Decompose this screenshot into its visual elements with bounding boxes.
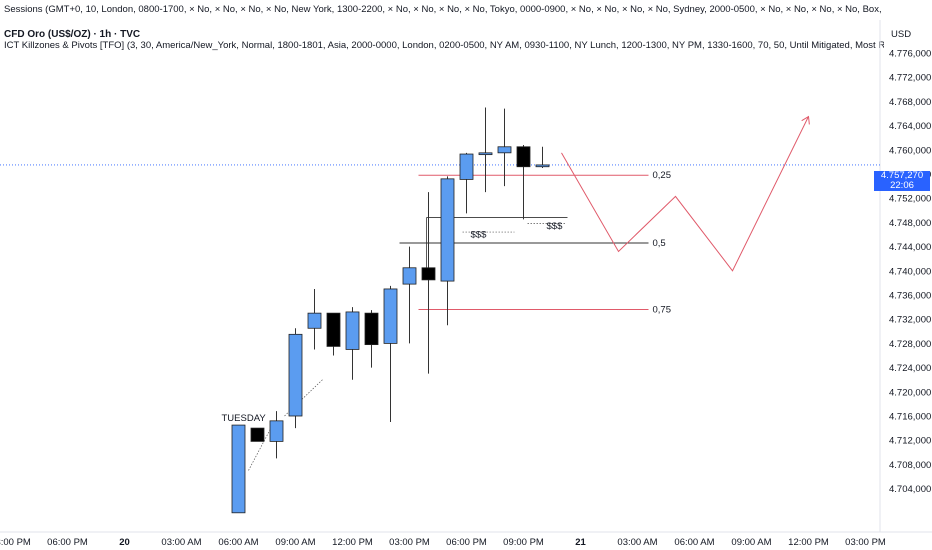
x-tick-label: 06:00 PM bbox=[47, 537, 88, 548]
ict-indicator-label[interactable]: ICT Killzones & Pivots [TFO] (3, 30, Ame… bbox=[4, 40, 884, 51]
x-tick-label: 03:00 AM bbox=[617, 537, 657, 548]
candle-body bbox=[440, 178, 455, 282]
fib-level-label: 0,5 bbox=[653, 238, 666, 249]
candle-body bbox=[307, 312, 322, 329]
candle-body bbox=[459, 153, 474, 180]
x-tick-label: 21 bbox=[575, 537, 586, 548]
y-tick-label: 4.764,000 bbox=[889, 121, 931, 132]
candle-body bbox=[269, 420, 284, 442]
x-tick-label: 09:00 AM bbox=[275, 537, 315, 548]
y-tick-label: 4.704,000 bbox=[889, 484, 931, 495]
y-tick-label: 4.776,000 bbox=[889, 49, 931, 60]
y-tick-label: 4.724,000 bbox=[889, 363, 931, 374]
x-tick-label: 06:00 AM bbox=[674, 537, 714, 548]
y-tick-label: 4.708,000 bbox=[889, 460, 931, 471]
symbol-title[interactable]: CFD Oro (US$/OZ) · 1h · TVC bbox=[4, 29, 141, 40]
currency-label[interactable]: USD bbox=[891, 29, 912, 40]
candle-body bbox=[288, 333, 303, 417]
bar-countdown: 22:06 bbox=[890, 180, 914, 191]
candle-body bbox=[250, 427, 265, 442]
liquidity-label: $$$ bbox=[471, 230, 488, 241]
fib-level-label: 0,75 bbox=[653, 305, 672, 316]
y-tick-label: 4.740,000 bbox=[889, 266, 931, 277]
y-tick-label: 4.768,000 bbox=[889, 97, 931, 108]
day-label: TUESDAY bbox=[222, 413, 267, 424]
candle-body bbox=[383, 288, 398, 344]
y-tick-label: 4.712,000 bbox=[889, 436, 931, 447]
x-tick-label: 09:00 AM bbox=[731, 537, 771, 548]
candle-body bbox=[535, 164, 550, 168]
fib-level-label: 0,25 bbox=[653, 170, 672, 181]
y-tick-label: 4.732,000 bbox=[889, 315, 931, 326]
x-tick-label: 12:00 PM bbox=[332, 537, 373, 548]
y-tick-label: 4.752,000 bbox=[889, 194, 931, 205]
candle-body bbox=[516, 146, 531, 168]
projection-path bbox=[561, 116, 809, 272]
candle-body bbox=[421, 267, 436, 281]
candle-body bbox=[402, 267, 417, 285]
candle-body bbox=[326, 312, 341, 347]
y-tick-label: 4.716,000 bbox=[889, 412, 931, 423]
candle-body bbox=[231, 424, 246, 514]
x-tick-label: 12:00 PM bbox=[788, 537, 829, 548]
candle-body bbox=[364, 312, 379, 346]
x-tick-label: 03:00 AM bbox=[161, 537, 201, 548]
current-price-tag: 4.757,270 22:06 bbox=[874, 171, 930, 191]
y-tick-label: 4.772,000 bbox=[889, 73, 931, 84]
sessions-indicator-label[interactable]: Sessions (GMT+0, 10, London, 0800-1700, … bbox=[4, 4, 884, 15]
x-tick-label: 20 bbox=[119, 537, 130, 548]
projection-arrowhead bbox=[801, 115, 810, 125]
candle-body bbox=[478, 152, 493, 156]
candle-body bbox=[345, 311, 360, 350]
x-tick-label: 06:00 AM bbox=[218, 537, 258, 548]
candle-body bbox=[497, 146, 512, 154]
liquidity-label: $$$ bbox=[547, 221, 564, 232]
y-tick-label: 4.748,000 bbox=[889, 218, 931, 229]
y-tick-label: 4.760,000 bbox=[889, 145, 931, 156]
y-tick-label: 4.720,000 bbox=[889, 387, 931, 398]
swing-dotted-line bbox=[248, 424, 273, 471]
x-tick-label: 09:00 PM bbox=[503, 537, 544, 548]
y-tick-label: 4.728,000 bbox=[889, 339, 931, 350]
y-tick-label: 4.744,000 bbox=[889, 242, 931, 253]
x-tick-label: 03:00 PM bbox=[389, 537, 430, 548]
x-tick-label: 06:00 PM bbox=[446, 537, 487, 548]
x-tick-label: 03:00 PM bbox=[0, 537, 31, 548]
current-price-value: 4.757,270 bbox=[880, 170, 924, 181]
y-tick-label: 4.736,000 bbox=[889, 291, 931, 302]
x-tick-label: 03:00 PM bbox=[845, 537, 886, 548]
